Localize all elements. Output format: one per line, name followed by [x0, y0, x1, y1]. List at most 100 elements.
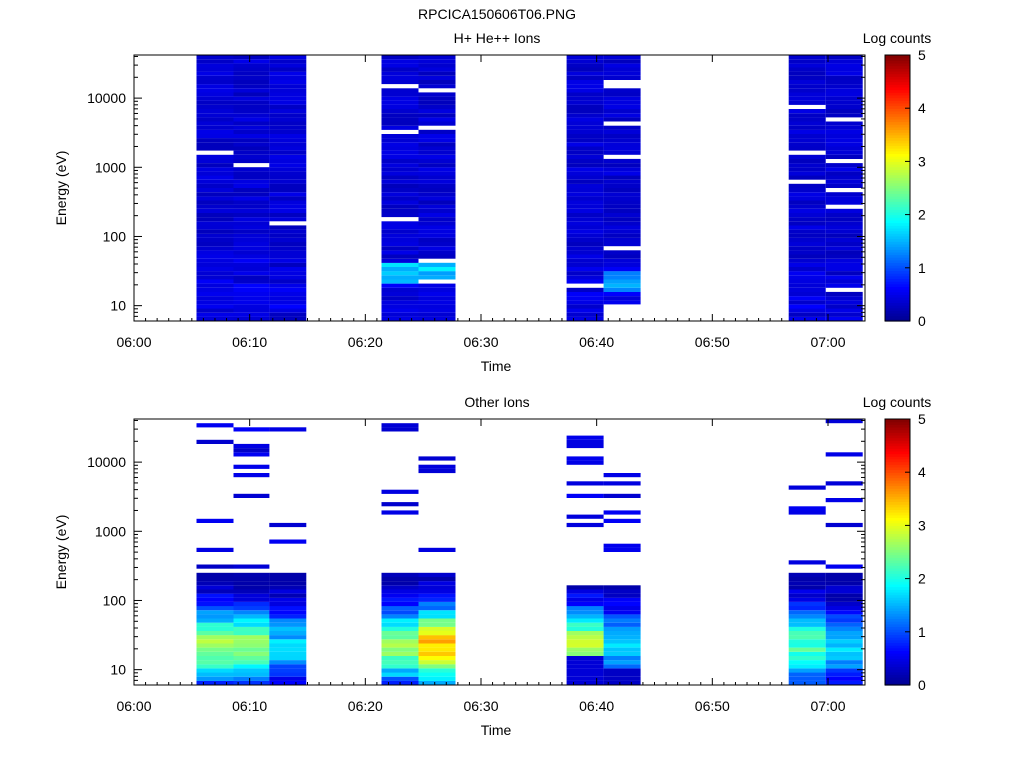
colorbar-swatch: [885, 166, 910, 170]
colorbar-swatch: [885, 286, 910, 290]
heatmap-cell: [196, 614, 234, 619]
heatmap-cell: [196, 154, 234, 159]
heatmap-cell: [269, 610, 307, 615]
colorbar-swatch: [885, 528, 910, 532]
heatmap-cell: [788, 614, 826, 619]
heatmap-cell: [603, 67, 641, 72]
colorbar-swatch: [885, 663, 910, 667]
heatmap-cell: [788, 196, 826, 201]
heatmap-cell: [381, 660, 419, 665]
colorbar-swatch: [885, 257, 910, 261]
heatmap-cell: [196, 610, 234, 615]
heatmap-cell: [381, 183, 419, 188]
heatmap-cell: [825, 283, 863, 288]
colorbar-swatch: [885, 78, 910, 83]
heatmap-cell: [269, 79, 307, 85]
heatmap-cell: [603, 614, 641, 619]
heatmap-cell: [418, 597, 456, 602]
heatmap-cell: [269, 158, 307, 164]
heatmap-cell: [196, 158, 234, 164]
colorbar-swatch: [885, 469, 910, 473]
heatmap-cell: [233, 183, 270, 188]
heatmap-cell: [788, 589, 826, 594]
heatmap-cell: [418, 655, 456, 661]
heatmap-cell: [196, 96, 234, 101]
colorbar-swatch: [885, 599, 910, 604]
heatmap-cell: [381, 427, 419, 432]
heatmap-cell: [788, 610, 826, 615]
heatmap-cell: [233, 448, 270, 453]
heatmap-cell: [603, 208, 641, 213]
heatmap-cell: [196, 55, 234, 60]
heatmap-cell: [825, 589, 863, 594]
heatmap-cell: [566, 171, 604, 176]
heatmap-cell: [788, 635, 826, 640]
colorbar-swatch: [885, 156, 910, 160]
heatmap-cell: [603, 589, 641, 594]
heatmap-cell: [603, 547, 641, 552]
colorbar-swatch: [885, 634, 910, 638]
heatmap-cell: [603, 221, 641, 226]
colorbar-swatch: [885, 448, 910, 452]
colorbar-swatch: [885, 674, 910, 678]
heatmap-cell: [381, 246, 419, 251]
heatmap-cell: [381, 100, 419, 105]
heatmap-cell: [566, 96, 604, 101]
colorbar-swatch: [885, 594, 910, 598]
heatmap-cell: [603, 585, 641, 590]
heatmap-cell: [566, 225, 604, 230]
heatmap-cell: [825, 419, 863, 424]
heatmap-cell: [825, 296, 863, 301]
heatmap-cell: [418, 643, 456, 648]
heatmap-cell: [381, 63, 419, 68]
heatmap-cell: [418, 208, 456, 213]
heatmap-cell: [788, 581, 826, 586]
heatmap-cell: [788, 142, 826, 147]
heatmap-cell: [788, 485, 826, 490]
heatmap-cell: [566, 618, 604, 623]
heatmap-cell: [566, 262, 604, 267]
heatmap-cell: [381, 88, 419, 93]
heatmap-cell: [603, 146, 641, 151]
colorbar-swatch: [885, 493, 910, 497]
heatmap-cell: [788, 59, 826, 64]
heatmap-cell: [381, 92, 419, 97]
heatmap-cell: [788, 154, 826, 159]
colorbar-swatch: [885, 126, 910, 131]
heatmap-cell: [233, 125, 270, 130]
heatmap-cell: [381, 138, 419, 143]
heatmap-cell: [788, 100, 826, 105]
heatmap-cell: [381, 55, 419, 60]
heatmap-cell: [233, 606, 270, 611]
colorbar-swatch: [885, 164, 910, 168]
heatmap-cell: [825, 481, 863, 486]
heatmap-cell: [788, 192, 826, 197]
heatmap-cell: [381, 676, 419, 681]
heatmap-cell: [825, 581, 863, 586]
colorbar-swatch: [885, 55, 910, 59]
heatmap-cell: [269, 142, 307, 147]
heatmap-cell: [233, 614, 270, 619]
heatmap-cell: [233, 493, 270, 498]
heatmap-cell: [269, 55, 307, 60]
colorbar-swatch: [885, 305, 910, 309]
heatmap-cell: [381, 308, 419, 313]
heatmap-cell: [233, 635, 270, 640]
heatmap-cell: [788, 63, 826, 68]
y-tick-label: 10000: [87, 454, 126, 470]
x-tick-label: 06:50: [695, 698, 730, 714]
heatmap-cell: [418, 304, 456, 309]
heatmap-cell: [825, 229, 863, 234]
heatmap-cell: [233, 304, 270, 309]
heatmap-cell: [825, 142, 863, 147]
heatmap-cell: [418, 104, 456, 110]
heatmap-cell: [788, 71, 826, 76]
heatmap-cell: [269, 229, 307, 234]
colorbar-swatch: [885, 262, 910, 266]
colorbar-swatch: [885, 238, 910, 242]
heatmap-cell: [825, 146, 863, 151]
heatmap-cell: [269, 200, 307, 205]
heatmap-cell: [196, 208, 234, 213]
heatmap-cell: [825, 254, 863, 259]
heatmap-cell: [788, 258, 826, 263]
